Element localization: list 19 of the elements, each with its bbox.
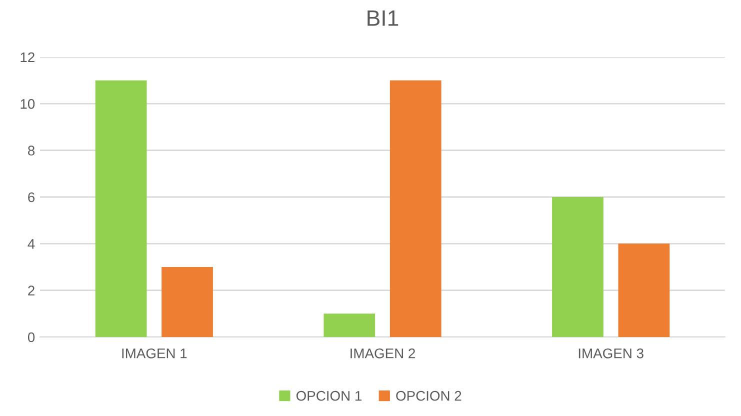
x-tick-label: IMAGEN 2	[350, 348, 415, 358]
bar	[390, 80, 442, 337]
y-tick-label: 6	[28, 192, 35, 202]
y-tick-label: 4	[28, 239, 35, 249]
y-tick-label: 0	[28, 332, 35, 342]
bar	[618, 244, 670, 337]
x-tick-label: IMAGEN 1	[122, 348, 187, 358]
y-tick-label: 2	[28, 286, 34, 296]
y-tick-label: 10	[20, 99, 35, 109]
bar	[324, 314, 376, 337]
bar	[95, 80, 147, 337]
bar	[162, 267, 213, 337]
chart-title: BI1	[368, 10, 398, 26]
x-tick-label: IMAGEN 3	[578, 348, 644, 358]
legend-label: OPCION 2	[396, 390, 462, 401]
bar	[552, 197, 604, 337]
y-tick-label: 8	[28, 146, 35, 156]
y-tick-label: 12	[20, 52, 34, 62]
legend-label: OPCION 1	[296, 390, 362, 401]
